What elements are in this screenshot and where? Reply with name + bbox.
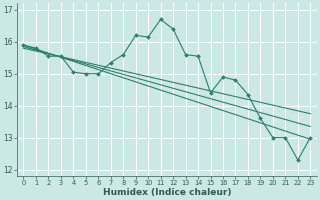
X-axis label: Humidex (Indice chaleur): Humidex (Indice chaleur) (103, 188, 231, 197)
